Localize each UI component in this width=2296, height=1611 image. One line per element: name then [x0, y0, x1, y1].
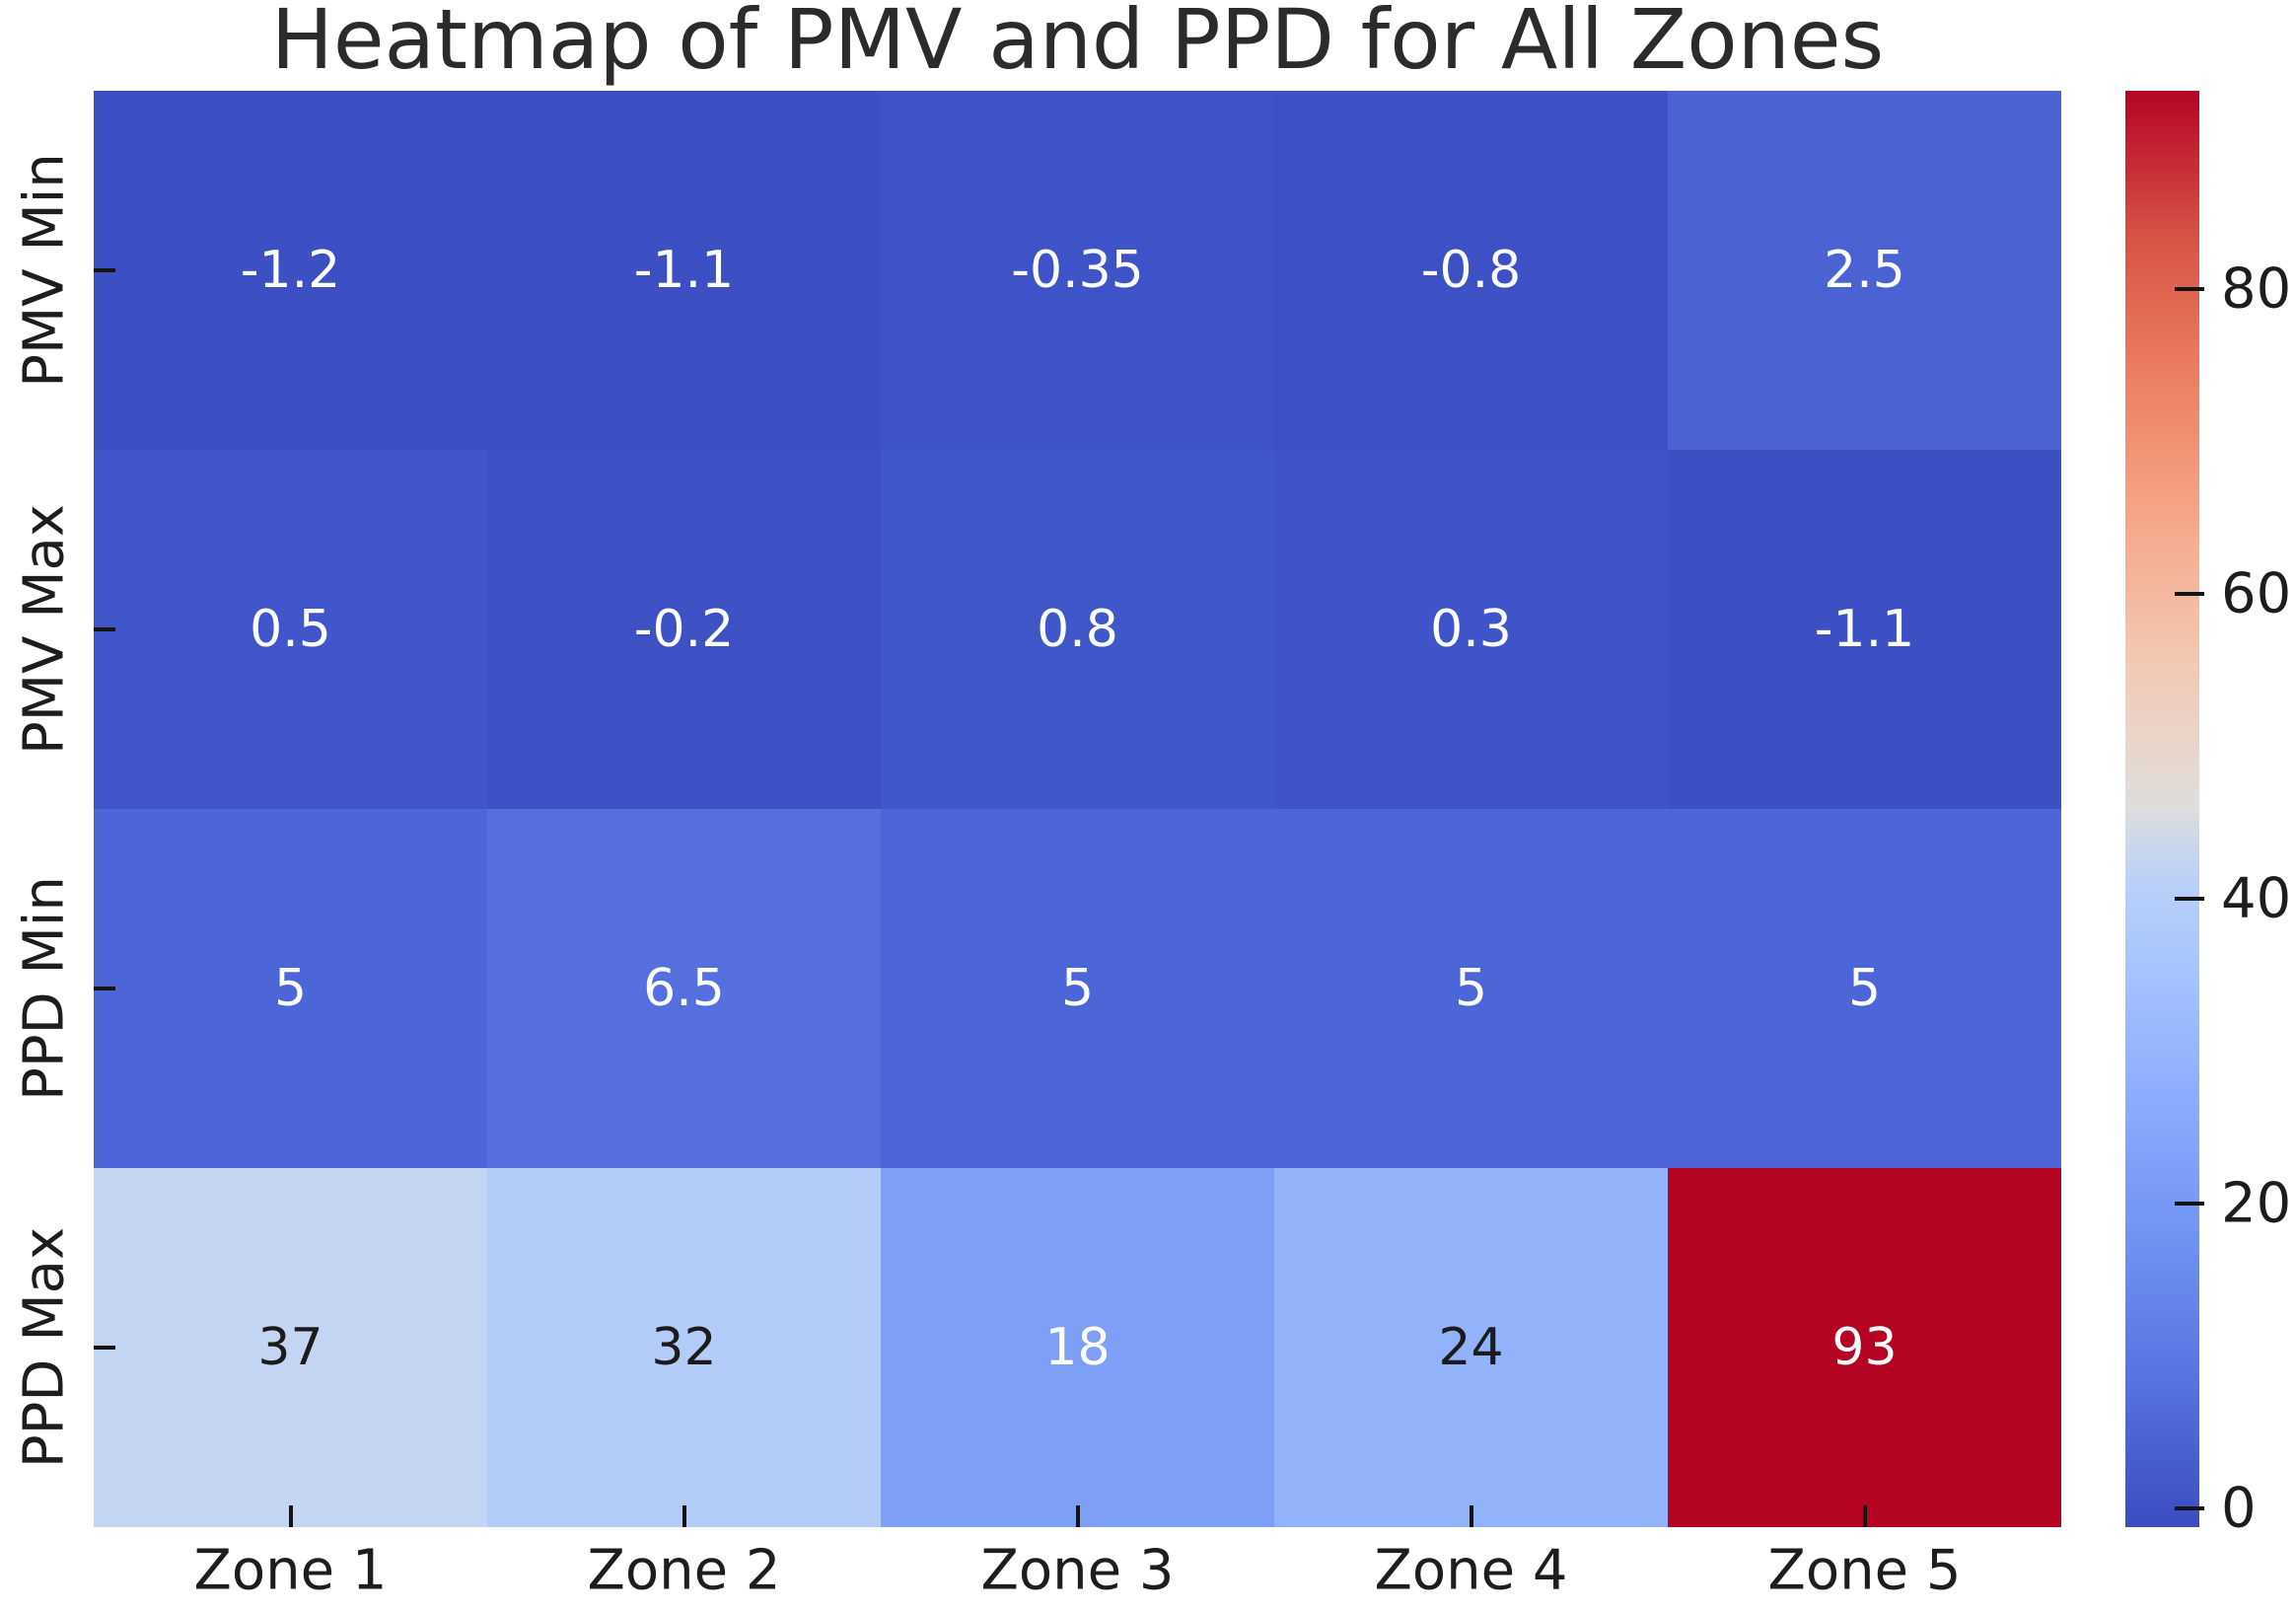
heatmap-cell: 32	[487, 1168, 881, 1527]
heatmap-cell: -1.2	[94, 91, 487, 450]
cell-value: 5	[273, 959, 308, 1018]
heatmap-cell: -0.35	[881, 91, 1274, 450]
cell-value: 5	[1847, 959, 1882, 1018]
x-tick-label: Zone 2	[587, 1538, 781, 1603]
cell-value: -0.8	[1420, 241, 1522, 300]
cell-value: 32	[651, 1318, 717, 1377]
heatmap-cell: 0.5	[94, 450, 487, 809]
heatmap-cell: 93	[1668, 1168, 2061, 1527]
cell-value: 37	[257, 1318, 323, 1377]
cell-value: 5	[1060, 959, 1095, 1018]
cell-value: -0.35	[1011, 241, 1144, 300]
heatmap-cell: 0.8	[881, 450, 1274, 809]
heatmap-cell: 6.5	[487, 809, 881, 1168]
heatmap-cell: 5	[1668, 809, 2061, 1168]
y-tick-label: PMV Min	[12, 153, 77, 388]
cell-value: 6.5	[643, 959, 725, 1018]
colorbar-tick	[2175, 1202, 2204, 1207]
colorbar-tick-label: 60	[2221, 561, 2292, 626]
heatmap-cell: -0.2	[487, 450, 881, 809]
cell-value: 5	[1454, 959, 1488, 1018]
cell-value: -1.2	[240, 241, 341, 300]
colorbar-tick-label: 80	[2221, 256, 2292, 322]
x-axis-tick	[288, 1505, 293, 1527]
cell-value: 18	[1044, 1318, 1111, 1377]
x-tick-label: Zone 3	[980, 1538, 1175, 1603]
colorbar-tick	[2175, 286, 2204, 291]
y-axis-tick	[94, 1346, 115, 1350]
cell-value: 0.3	[1430, 600, 1512, 659]
colorbar-tick	[2175, 1506, 2204, 1511]
heatmap-cell: -1.1	[1668, 450, 2061, 809]
y-axis-tick	[94, 268, 115, 272]
x-axis-tick	[1469, 1505, 1473, 1527]
heatmap-cell: 2.5	[1668, 91, 2061, 450]
x-tick-label: Zone 4	[1374, 1538, 1568, 1603]
heatmap-cell: 5	[1274, 809, 1668, 1168]
y-tick-label: PPD Max	[12, 1226, 77, 1469]
heatmap-cell: 37	[94, 1168, 487, 1527]
x-tick-label: Zone 1	[193, 1538, 388, 1603]
cell-value: 0.8	[1037, 600, 1118, 659]
x-tick-label: Zone 5	[1767, 1538, 1962, 1603]
cell-value: 24	[1438, 1318, 1504, 1377]
heatmap-cell: 18	[881, 1168, 1274, 1527]
heatmap-grid: -1.2 -1.1 -0.35 -0.8 2.5 0.5 -0.2 0.8 0.3 -1.1 5 6.…	[94, 91, 2061, 1527]
colorbar-tick	[2175, 897, 2204, 902]
colorbar	[2125, 91, 2199, 1527]
heatmap-cell: 5	[94, 809, 487, 1168]
cell-value: 93	[1831, 1318, 1898, 1377]
colorbar-tick-label: 20	[2221, 1171, 2292, 1236]
colorbar-tick	[2175, 592, 2204, 597]
x-axis-tick	[1862, 1505, 1867, 1527]
y-axis-tick	[94, 627, 115, 631]
heatmap-cell: -1.1	[487, 91, 881, 450]
heatmap-cell: -0.8	[1274, 91, 1668, 450]
colorbar-tick-label: 0	[2221, 1476, 2257, 1541]
cell-value: 0.5	[250, 600, 331, 659]
chart-title: Heatmap of PMV and PPD for All Zones	[270, 0, 1885, 88]
x-axis-tick	[1075, 1505, 1080, 1527]
colorbar-tick-label: 40	[2221, 866, 2292, 931]
y-axis-tick	[94, 987, 115, 990]
cell-value: -0.2	[633, 600, 735, 659]
y-tick-label: PMV Max	[12, 504, 77, 755]
heatmap-cell: 24	[1274, 1168, 1668, 1527]
cell-value: -1.1	[1814, 600, 1915, 659]
x-axis-tick	[682, 1505, 686, 1527]
y-tick-label: PPD Min	[12, 876, 77, 1101]
heatmap-cell: 0.3	[1274, 450, 1668, 809]
cell-value: 2.5	[1824, 241, 1905, 300]
cell-value: -1.1	[633, 241, 735, 300]
heatmap-cell: 5	[881, 809, 1274, 1168]
